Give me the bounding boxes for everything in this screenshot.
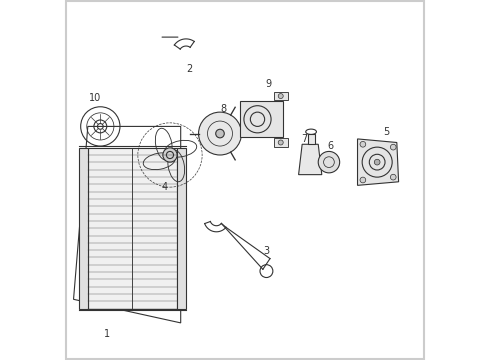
Text: 10: 10 xyxy=(89,93,101,103)
Circle shape xyxy=(216,129,224,138)
Text: 8: 8 xyxy=(220,104,227,113)
Bar xyxy=(177,148,186,309)
Text: 4: 4 xyxy=(162,182,168,192)
Circle shape xyxy=(278,94,283,99)
Polygon shape xyxy=(298,144,322,175)
Text: 3: 3 xyxy=(263,247,270,256)
Text: 9: 9 xyxy=(265,78,271,89)
Bar xyxy=(273,92,288,100)
Bar xyxy=(273,138,288,147)
Text: 6: 6 xyxy=(328,141,334,151)
Circle shape xyxy=(391,174,396,180)
Circle shape xyxy=(198,112,242,155)
Polygon shape xyxy=(240,102,283,137)
Bar xyxy=(79,148,88,309)
Circle shape xyxy=(374,159,380,165)
Circle shape xyxy=(278,140,283,145)
Text: 2: 2 xyxy=(187,64,193,74)
Text: 7: 7 xyxy=(301,134,307,144)
Bar xyxy=(88,148,177,309)
Circle shape xyxy=(391,144,396,150)
Circle shape xyxy=(360,177,366,183)
Circle shape xyxy=(318,152,340,173)
Text: 5: 5 xyxy=(383,127,389,137)
Polygon shape xyxy=(358,139,398,185)
Circle shape xyxy=(163,148,177,162)
Circle shape xyxy=(360,141,366,147)
Bar xyxy=(308,134,315,144)
Text: 1: 1 xyxy=(104,329,111,339)
